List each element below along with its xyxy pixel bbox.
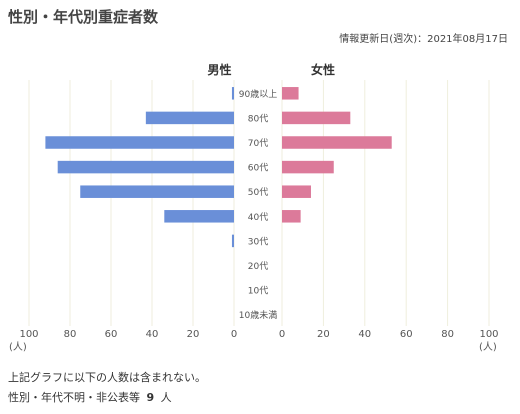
- bar-female: [282, 185, 311, 198]
- tick-label-left: 80: [64, 329, 77, 340]
- bar-male: [231, 234, 234, 248]
- bar-female: [282, 87, 299, 100]
- category-label: 40代: [248, 212, 268, 223]
- category-label: 10歳未満: [239, 309, 277, 321]
- unit-label-left: (人): [9, 341, 27, 353]
- tick-label-right: 80: [441, 329, 454, 340]
- category-label: 20代: [248, 261, 268, 272]
- tick-label-left: 20: [187, 329, 200, 340]
- tick-label-right: 40: [358, 329, 371, 340]
- category-label: 90歳以上: [239, 88, 277, 100]
- category-label: 30代: [248, 236, 268, 247]
- series-label-female: 女性: [311, 62, 335, 77]
- unknown-count: 性別・年代不明・非公表等 9 人: [8, 389, 172, 405]
- gender-age-chart: 男性 女性 90歳以上 80代 70代 60代 50代 40代 30代 20代 10代 10歳未満 10…: [9, 62, 499, 353]
- category-label: 10代: [248, 286, 268, 297]
- tick-label-left: 40: [146, 329, 159, 340]
- unknown-value: 9: [146, 391, 155, 404]
- category-label: 60代: [248, 163, 268, 174]
- bar-male: [45, 136, 235, 149]
- tick-label-left: 0: [231, 329, 237, 340]
- chart-note: 上記グラフに以下の人数は含まれない。: [8, 371, 206, 384]
- bar-male: [231, 87, 234, 100]
- tick-label-left: 60: [105, 329, 118, 340]
- bar-female: [282, 111, 351, 125]
- page-title: 性別・年代別重症者数: [8, 8, 159, 26]
- tick-label-right: 20: [317, 329, 330, 340]
- unit-label-right: (人): [479, 341, 497, 353]
- unknown-label: 性別・年代不明・非公表等: [8, 391, 140, 404]
- bar-male: [57, 160, 235, 174]
- unknown-unit: 人: [160, 391, 172, 404]
- bar-female: [282, 160, 334, 174]
- tick-label-right: 0: [279, 329, 285, 340]
- update-date: 情報更新日(週次)：2021年08月17日: [339, 34, 508, 45]
- tick-label-right: 100: [479, 329, 498, 340]
- category-label: 70代: [248, 138, 268, 149]
- tick-label-right: 60: [400, 329, 413, 340]
- category-label: 80代: [248, 113, 268, 124]
- bar-male: [164, 210, 234, 223]
- category-label: 50代: [248, 187, 268, 198]
- bar-female: [282, 210, 301, 223]
- bar-female: [282, 136, 392, 149]
- series-label-male: 男性: [207, 62, 231, 77]
- tick-label-left: 100: [19, 329, 38, 340]
- bar-male: [145, 111, 234, 125]
- bar-male: [80, 185, 234, 198]
